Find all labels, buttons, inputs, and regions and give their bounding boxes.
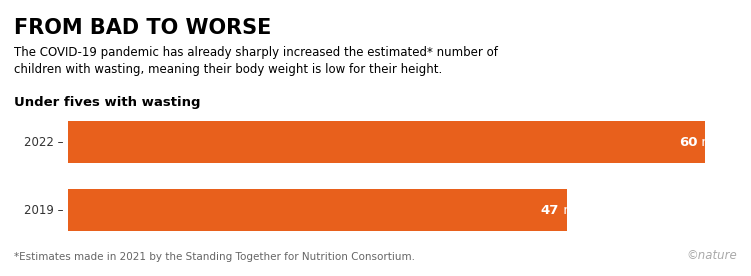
Bar bbox=[68, 121, 705, 163]
Text: 2022 –: 2022 – bbox=[25, 136, 64, 148]
Text: *Estimates made in 2021 by the Standing Together for Nutrition Consortium.: *Estimates made in 2021 by the Standing … bbox=[14, 252, 415, 262]
Text: Under fives with wasting: Under fives with wasting bbox=[14, 96, 201, 109]
Text: 60: 60 bbox=[679, 136, 697, 148]
Text: ©nature: ©nature bbox=[686, 249, 737, 262]
Text: 47: 47 bbox=[541, 203, 559, 216]
Bar bbox=[68, 189, 567, 231]
Text: 2019 –: 2019 – bbox=[25, 203, 64, 216]
Text: million: million bbox=[559, 203, 608, 216]
Text: The COVID-19 pandemic has already sharply increased the estimated* number of
chi: The COVID-19 pandemic has already sharpl… bbox=[14, 46, 498, 76]
Text: FROM BAD TO WORSE: FROM BAD TO WORSE bbox=[14, 18, 271, 38]
Text: million: million bbox=[697, 136, 746, 148]
